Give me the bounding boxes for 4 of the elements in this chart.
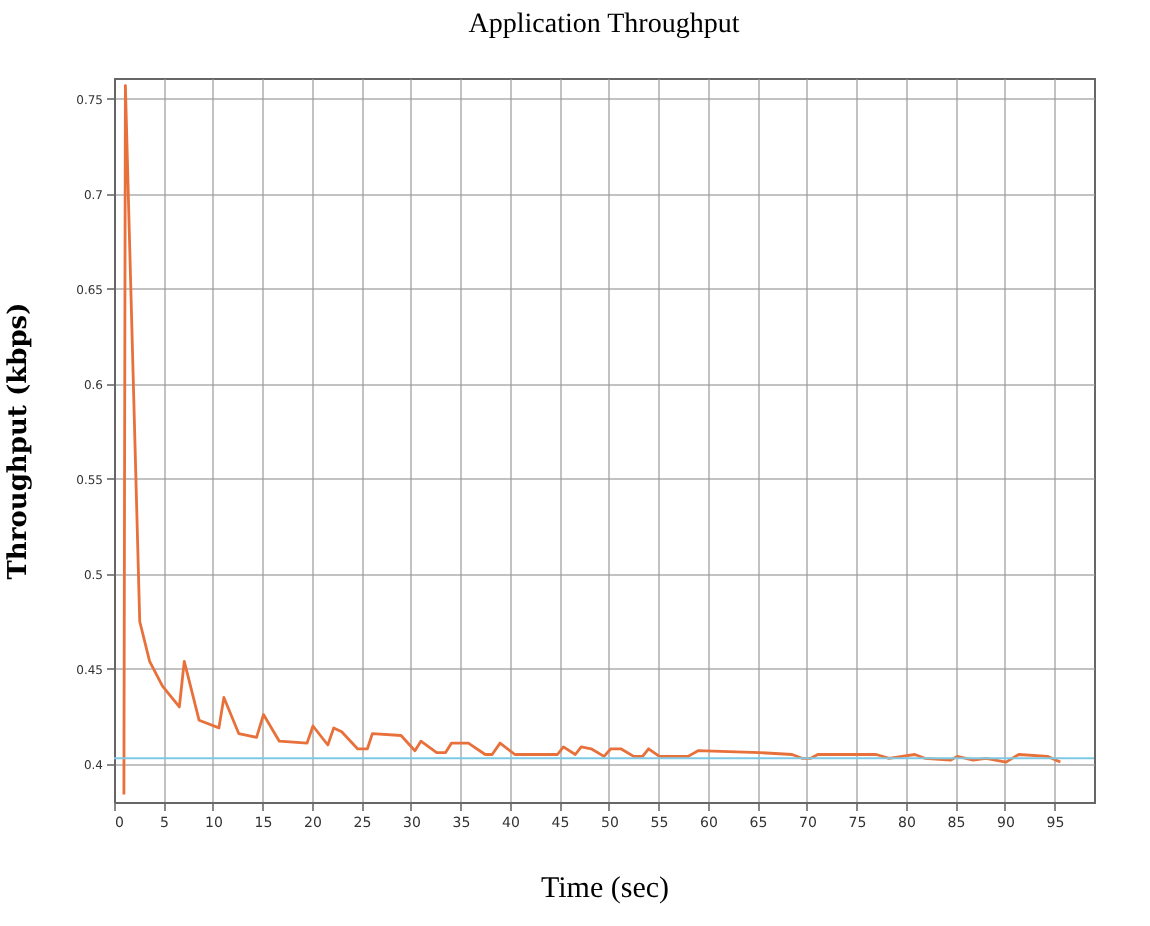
- x-axis-title: Time (sec): [540, 873, 670, 905]
- chart-title: Application Throughput: [468, 10, 740, 40]
- y-axis-title: Throughput (kbps): [4, 302, 35, 580]
- line-series: [122, 84, 1062, 796]
